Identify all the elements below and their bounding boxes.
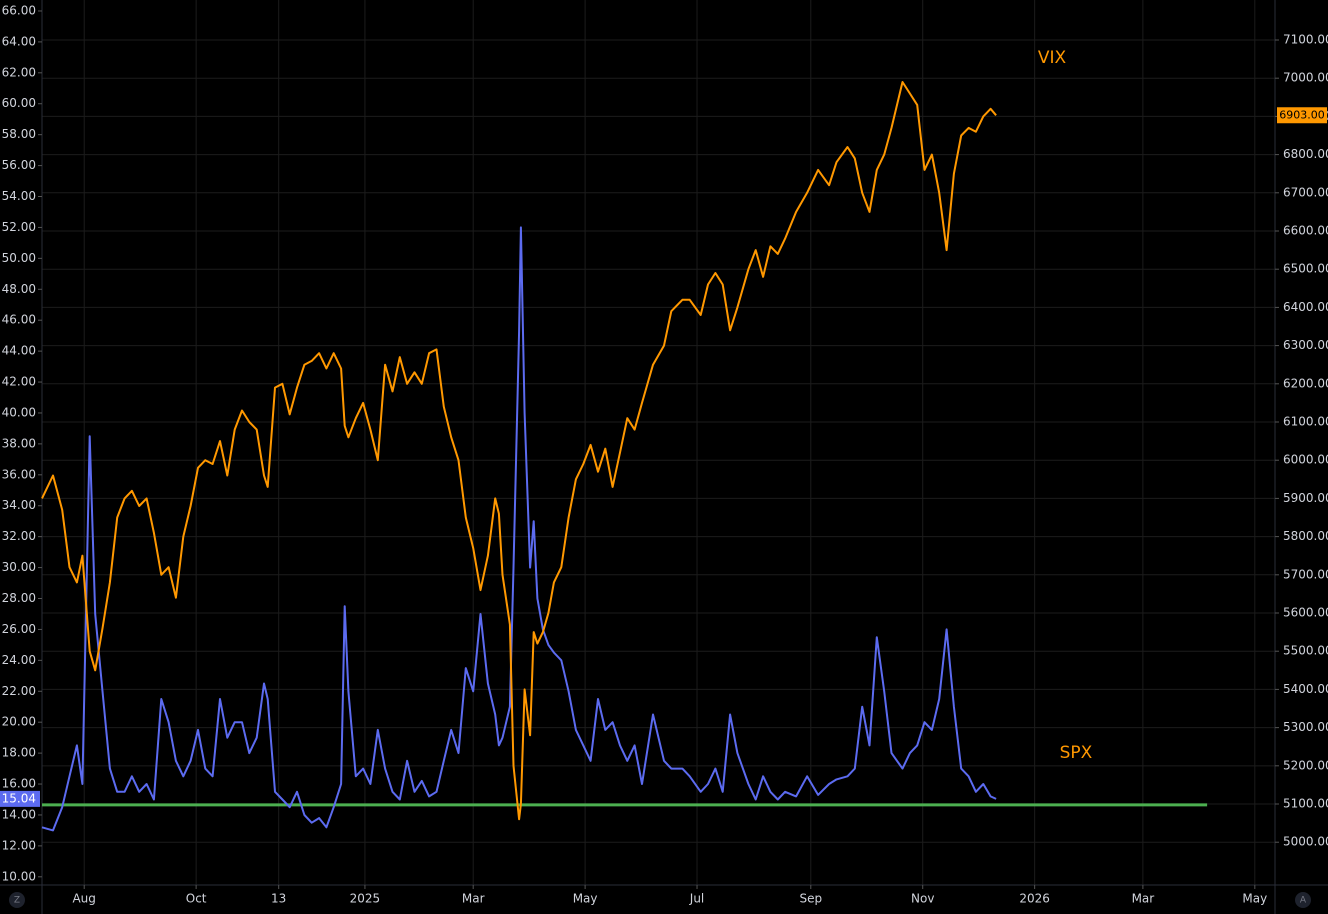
y-tick-label: 10.00 [2, 869, 36, 883]
y-tick-label: 50.00 [2, 251, 36, 265]
x-tick-label: Aug [72, 892, 95, 906]
y-tick-label: 24.00 [2, 653, 36, 667]
x-tick-label: 2025 [350, 892, 381, 906]
last-value-label: 15.04 [2, 791, 36, 805]
corner-button-label: Z [14, 896, 20, 906]
y2-tick-label: 5700.00 [1283, 567, 1328, 581]
y-tick-label: 56.00 [2, 158, 36, 172]
y2-tick-label: 7000.00 [1283, 71, 1328, 85]
x-tick-label: Nov [911, 892, 934, 906]
y-tick-label: 34.00 [2, 498, 36, 512]
x-tick-label: 13 [271, 892, 286, 906]
last-value-label: 6903.00 [1279, 108, 1325, 121]
y2-tick-label: 6600.00 [1283, 224, 1328, 238]
last-value-box [1277, 107, 1327, 124]
series-annotation: SPX [1060, 743, 1093, 763]
y2-tick-label: 5900.00 [1283, 491, 1328, 505]
x-tick-label: May [573, 892, 598, 906]
y2-tick-label: 6500.00 [1283, 262, 1328, 276]
y2-tick-label: 6400.00 [1283, 300, 1328, 314]
y-tick-label: 48.00 [2, 282, 36, 296]
y-tick-label: 36.00 [2, 467, 36, 481]
corner-button [9, 892, 25, 908]
y-tick-label: 28.00 [2, 591, 36, 605]
y2-tick-label: 6800.00 [1283, 147, 1328, 161]
y2-tick-label: 6000.00 [1283, 453, 1328, 467]
y-tick-label: 64.00 [2, 34, 36, 48]
y-tick-label: 46.00 [2, 313, 36, 327]
y-tick-label: 14.00 [2, 807, 36, 821]
y2-tick-label: 5800.00 [1283, 529, 1328, 543]
y2-tick-label: 5400.00 [1283, 682, 1328, 696]
x-tick-label: Mar [462, 892, 485, 906]
series-line [41, 226, 997, 832]
y2-tick-label: 6200.00 [1283, 376, 1328, 390]
corner-button-label: A [1300, 896, 1307, 906]
y-tick-label: 58.00 [2, 127, 36, 141]
y2-tick-label: 5100.00 [1283, 797, 1328, 811]
y2-tick-label: 6100.00 [1283, 415, 1328, 429]
last-value-box [0, 790, 40, 807]
y2-tick-label: 5600.00 [1283, 606, 1328, 620]
y-tick-label: 42.00 [2, 375, 36, 389]
y2-tick-label: 5500.00 [1283, 644, 1328, 658]
y-tick-label: 66.00 [2, 3, 36, 17]
y-tick-label: 16.00 [2, 777, 36, 791]
y2-tick-label: 6700.00 [1283, 185, 1328, 199]
y-tick-label: 12.00 [2, 838, 36, 852]
y-tick-label: 52.00 [2, 220, 36, 234]
y-tick-label: 60.00 [2, 96, 36, 110]
y-tick-label: 32.00 [2, 529, 36, 543]
series-line [41, 81, 997, 821]
y-tick-label: 54.00 [2, 189, 36, 203]
x-tick-label: Jul [689, 892, 704, 906]
y2-tick-label: 5300.00 [1283, 720, 1328, 734]
x-tick-label: 2026 [1019, 892, 1050, 906]
x-tick-label: Mar [1132, 892, 1155, 906]
y-tick-label: 30.00 [2, 560, 36, 574]
x-tick-label: Oct [186, 892, 207, 906]
y-tick-label: 22.00 [2, 684, 36, 698]
y-tick-label: 38.00 [2, 436, 36, 450]
series-annotation: VIX [1038, 48, 1067, 68]
y2-tick-label: 7100.00 [1283, 32, 1328, 46]
y-tick-label: 44.00 [2, 344, 36, 358]
x-tick-label: Sep [799, 892, 822, 906]
y2-tick-label: 6300.00 [1283, 338, 1328, 352]
x-tick-label: May [1242, 892, 1267, 906]
corner-button [1295, 892, 1311, 908]
y2-tick-label: 5200.00 [1283, 758, 1328, 772]
y-tick-label: 26.00 [2, 622, 36, 636]
y-tick-label: 20.00 [2, 715, 36, 729]
y2-tick-label: 5000.00 [1283, 835, 1328, 849]
y-tick-label: 18.00 [2, 746, 36, 760]
y-tick-label: 40.00 [2, 405, 36, 419]
y-tick-label: 62.00 [2, 65, 36, 79]
